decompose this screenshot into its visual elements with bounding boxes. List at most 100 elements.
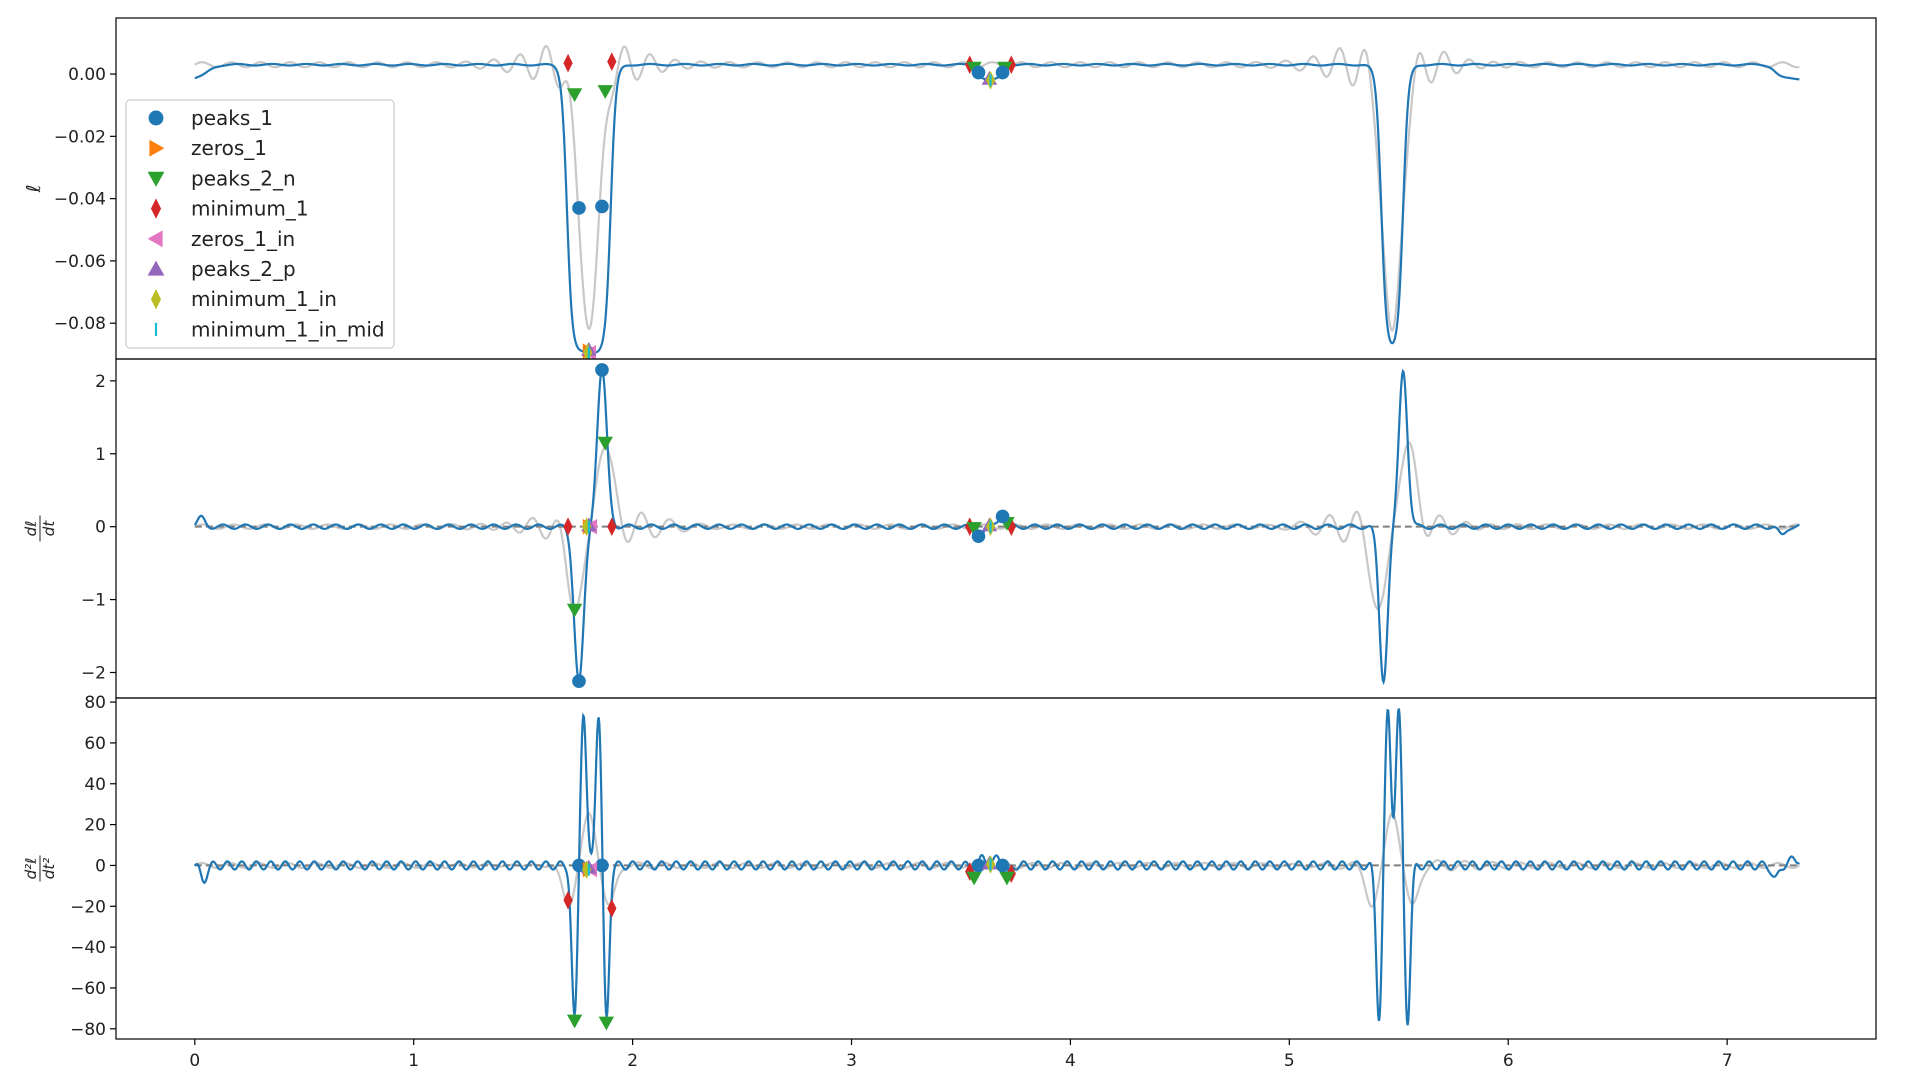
y-tick-label: 0	[95, 518, 106, 538]
y-tick-label: 60	[84, 734, 106, 754]
legend: peaks_1 zeros_1 peaks_2_n minimum_1 zeros_1_…	[125, 99, 395, 349]
y-axis-label: d²ℓ dt²	[22, 855, 58, 882]
marker-minimum-1	[563, 53, 573, 73]
legend-entry-peaks-2-p: peaks_2_p	[147, 257, 296, 281]
marker-zeros-1	[149, 139, 165, 157]
y-tick-label: 1	[95, 445, 106, 465]
marker-peaks-1	[971, 858, 986, 873]
marker-peaks-1	[971, 65, 986, 80]
panel-1: 0.00 −0.02 −0.04 −0.06 −0.08 ℓ	[23, 17, 1877, 360]
y-axis-label-numerator: d²ℓ	[22, 858, 40, 880]
marker-minimum-1	[1006, 517, 1016, 537]
marker-peaks-2-n	[966, 522, 982, 536]
x-tick-label: 0	[189, 1051, 200, 1071]
marker-peaks-1	[572, 674, 586, 689]
y-axis-label-denominator: dt²	[40, 858, 58, 879]
y-axis: 80 60 40 20 0 −20 −40 −60 −80	[70, 693, 116, 1040]
marker-peaks-2-n	[597, 436, 613, 451]
legend-entry-zeros-1-in: zeros_1_in	[147, 227, 295, 251]
y-axis: 0.00 −0.02 −0.04 −0.06 −0.08	[54, 65, 116, 334]
y-tick-label: −20	[70, 897, 106, 917]
y-axis: 2 1 0 −1 −2	[81, 372, 116, 683]
marker-peaks-2-n	[597, 85, 613, 99]
x-tick-label: 6	[1503, 1051, 1514, 1071]
marker-peaks-2-p	[147, 260, 165, 276]
marker-peaks-1	[595, 858, 609, 873]
legend-box	[125, 99, 395, 349]
reference-line	[194, 45, 1800, 333]
marker-peaks-2-n	[966, 871, 982, 886]
panel-3: 80 60 40 20 0 −20 −40 −60 −80 d²ℓ dt²	[22, 693, 1877, 1040]
panels-layer: 0.00 −0.02 −0.04 −0.06 −0.08 ℓ 2 1 0 −1 −2 dℓ dt 80 60…	[22, 17, 1877, 1040]
marker-peaks-1	[595, 199, 609, 214]
marker-minimum-1	[607, 52, 617, 71]
y-axis-label-text: ℓ	[23, 185, 45, 194]
signal-line	[193, 708, 1800, 1026]
y-axis-label-denominator: dt	[40, 520, 58, 537]
legend-label: zeros_1_in	[191, 227, 295, 251]
marker-minimum-1	[150, 198, 162, 219]
y-tick-label: 0.00	[68, 65, 106, 85]
panel-frame	[115, 697, 1877, 1040]
panel-plot-area	[193, 363, 1800, 689]
legend-label: peaks_1	[191, 106, 273, 130]
legend-entry-peaks-1: peaks_1	[148, 106, 273, 130]
markers	[563, 855, 1016, 1031]
marker-peaks-1	[995, 509, 1010, 524]
legend-label: zeros_1	[191, 136, 267, 160]
x-tick-label: 2	[627, 1051, 638, 1071]
legend-label: peaks_2_n	[191, 166, 296, 190]
legend-entry-minimum-1-in-mid: minimum_1_in_mid	[154, 317, 385, 341]
marker-peaks-2-n	[999, 871, 1015, 886]
marker-minimum-1	[607, 898, 617, 918]
marker-minimum-1	[1006, 55, 1016, 75]
marker-minimum-1	[563, 517, 573, 537]
y-tick-label: −0.06	[54, 252, 106, 272]
signal-line	[193, 366, 1800, 686]
marker-peaks-2-n	[566, 1014, 583, 1029]
x-tick-label: 1	[408, 1051, 419, 1071]
marker-peaks-1	[572, 201, 586, 215]
y-tick-label: 80	[84, 693, 106, 713]
marker-peaks-1	[995, 65, 1010, 80]
marker-peaks-1	[995, 858, 1010, 873]
x-tick-label: 5	[1284, 1051, 1295, 1071]
y-tick-label: 2	[95, 372, 106, 392]
y-axis-label: ℓ	[23, 185, 45, 194]
marker-peaks-2-n	[598, 1016, 615, 1031]
legend-entry-minimum-1-in: minimum_1_in	[150, 287, 337, 311]
marker-peaks-1	[971, 529, 986, 543]
y-axis-label: dℓ dt	[22, 515, 58, 542]
x-tick-label: 3	[846, 1051, 857, 1071]
markers	[563, 52, 1016, 359]
panel-plot-area	[194, 45, 1800, 359]
y-tick-label: −80	[70, 1020, 106, 1040]
marker-minimum-1-in	[150, 289, 162, 310]
y-axis-label-numerator: dℓ	[22, 521, 40, 537]
y-tick-label: −1	[81, 591, 106, 611]
marker-peaks-2-n	[566, 88, 583, 102]
legend-label: minimum_1_in	[191, 287, 337, 311]
y-tick-label: 40	[84, 775, 106, 795]
y-tick-label: −40	[70, 938, 106, 958]
legend-label: minimum_1_in_mid	[191, 317, 385, 341]
marker-peaks-2-n	[566, 603, 583, 618]
x-axis: 0 1 2 3 4 5 6 7	[189, 358, 1733, 1071]
panel-plot-area	[193, 708, 1800, 1031]
marker-minimum-1	[563, 890, 573, 910]
y-tick-label: −2	[81, 663, 106, 683]
y-tick-label: −0.04	[54, 190, 106, 210]
marker-minimum-1	[607, 517, 617, 537]
y-tick-label: 0	[95, 856, 106, 876]
legend-label: peaks_2_p	[191, 257, 296, 281]
y-tick-label: −0.08	[54, 314, 106, 334]
x-tick-label: 4	[1065, 1051, 1076, 1071]
x-tick-label: 7	[1722, 1051, 1733, 1071]
legend-entry-minimum-1: minimum_1	[150, 197, 309, 221]
marker-peaks-2-n	[147, 171, 165, 187]
y-tick-label: 20	[84, 816, 106, 836]
signal-line	[194, 62, 1800, 354]
marker-peaks-1	[595, 363, 609, 377]
legend-label: minimum_1	[191, 197, 309, 221]
